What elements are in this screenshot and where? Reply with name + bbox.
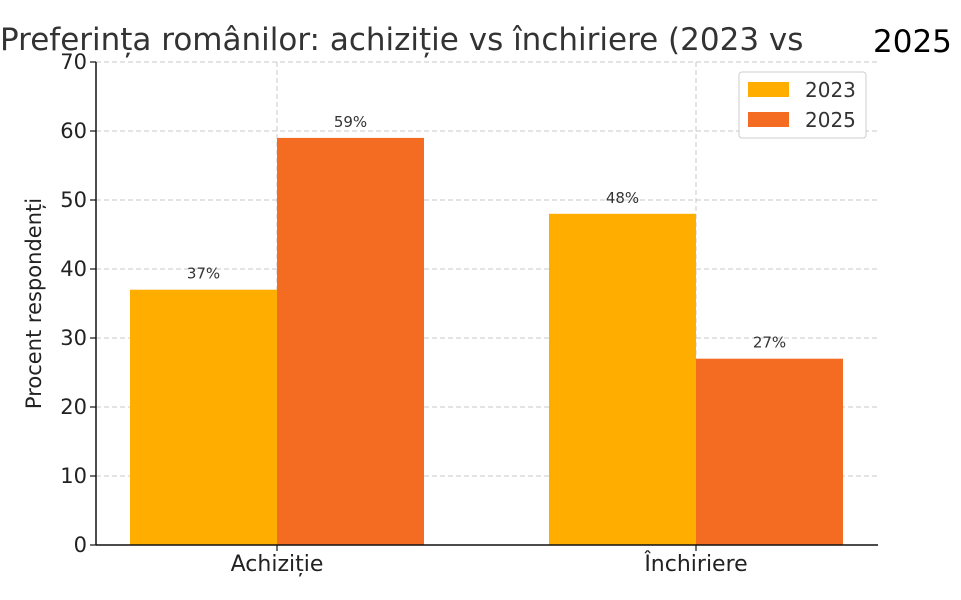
y-tick-label: 40 <box>60 257 87 281</box>
bar-2023-0 <box>130 289 277 545</box>
y-tick-label: 20 <box>60 395 87 419</box>
y-axis-label: Procent respondenți <box>22 198 46 409</box>
bar-2025-0 <box>277 137 424 545</box>
y-tick-label: 60 <box>60 119 87 143</box>
data-labels: 37% 48% 59% 27% <box>187 113 786 352</box>
data-label: 59% <box>334 113 367 131</box>
data-label: 27% <box>753 334 786 352</box>
x-tick-label: Închiriere <box>643 551 747 577</box>
legend-swatch-2025 <box>748 112 789 127</box>
y-tick-label: 50 <box>60 188 87 212</box>
x-tick-label: Achiziție <box>231 552 324 577</box>
axes: 0 10 20 30 40 50 60 70 Achiziție Închiriere <box>60 50 878 577</box>
data-label: 37% <box>187 265 220 283</box>
data-label: 48% <box>606 189 639 207</box>
bar-2025-1 <box>696 358 843 545</box>
y-tick-label: 30 <box>60 326 87 350</box>
legend-swatch-2023 <box>748 82 789 97</box>
y-tick-label: 10 <box>60 464 87 488</box>
legend-label-2023: 2023 <box>805 78 856 102</box>
chart-title-tail: 2025 <box>873 24 952 60</box>
bars <box>130 137 843 546</box>
chart-title: Preferința românilor: achiziție vs închi… <box>0 22 803 58</box>
legend-label-2025: 2025 <box>805 108 856 132</box>
legend: 2023 2025 <box>738 71 867 139</box>
y-tick-label: 70 <box>60 50 87 74</box>
y-tick-label: 0 <box>74 533 87 557</box>
bar-2023-1 <box>549 213 696 546</box>
